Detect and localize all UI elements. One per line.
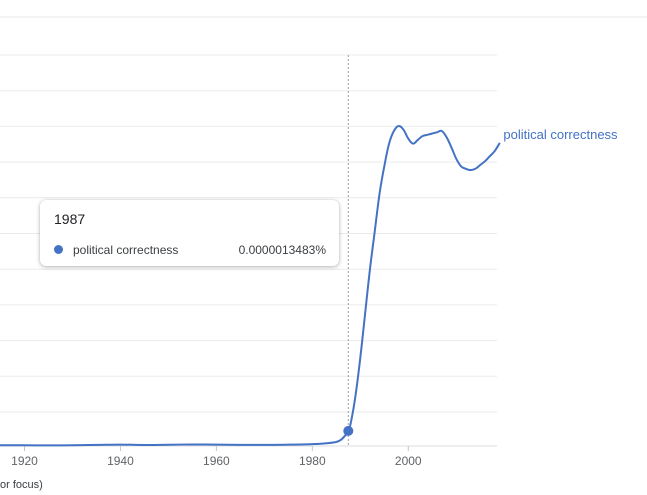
gridlines (0, 54, 497, 447)
x-axis-ticks: 1920 1940 1960 1980 2000 (11, 446, 422, 468)
x-tick-label: 1980 (299, 454, 326, 468)
series-line-political-correctness[interactable] (0, 124, 501, 447)
tooltip-series-value: 0.0000013483% (238, 243, 326, 257)
x-tick-label: 1920 (11, 454, 38, 468)
series-end-label[interactable]: political correctness (503, 127, 618, 142)
tooltip-series-name: political correctness (73, 243, 179, 257)
x-tick-label: 1960 (203, 454, 230, 468)
tooltip-year: 1987 (54, 211, 86, 227)
footnote-text: or focus) (0, 479, 43, 491)
hover-tooltip: 1987 political correctness 0.0000013483% (40, 200, 339, 266)
x-tick-label: 2000 (395, 454, 422, 468)
hover-point[interactable] (343, 425, 354, 436)
tooltip-series-row: political correctness 0.0000013483% (54, 243, 326, 259)
x-tick-label: 1940 (107, 454, 134, 468)
tooltip-series-dot-icon (54, 245, 63, 254)
